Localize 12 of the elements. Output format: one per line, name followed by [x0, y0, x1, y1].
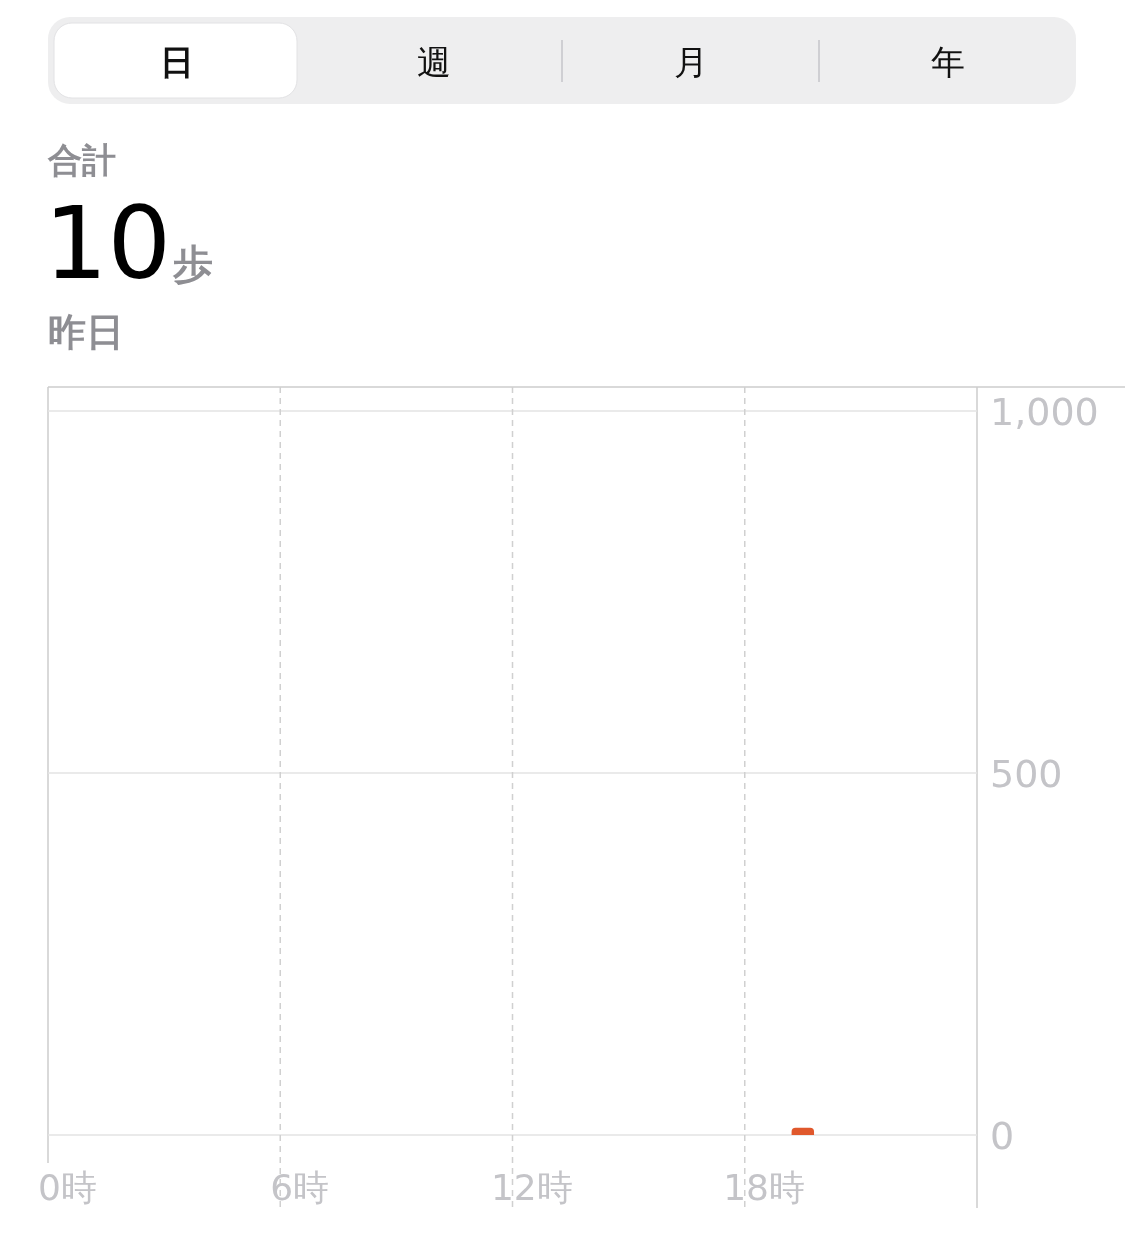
text: 10 — [44, 185, 172, 302]
y-tick-label: 0 — [990, 1114, 1015, 1158]
chart-title: 合計 — [47, 140, 116, 180]
text: 歩 — [172, 241, 213, 287]
x-tick-label: 6時 — [270, 1167, 330, 1208]
x-tick-label: 18時 — [723, 1167, 806, 1208]
y-tick-label: 1,000 — [990, 389, 1099, 434]
x-tick-label: 0時 — [37, 1167, 97, 1208]
x-tick-label: 12時 — [490, 1167, 573, 1208]
segmented-control: 日 週 月 年 — [48, 17, 1076, 104]
chart-subtitle: 昨日 — [48, 310, 124, 354]
y-tick-label: 500 — [990, 751, 1063, 796]
